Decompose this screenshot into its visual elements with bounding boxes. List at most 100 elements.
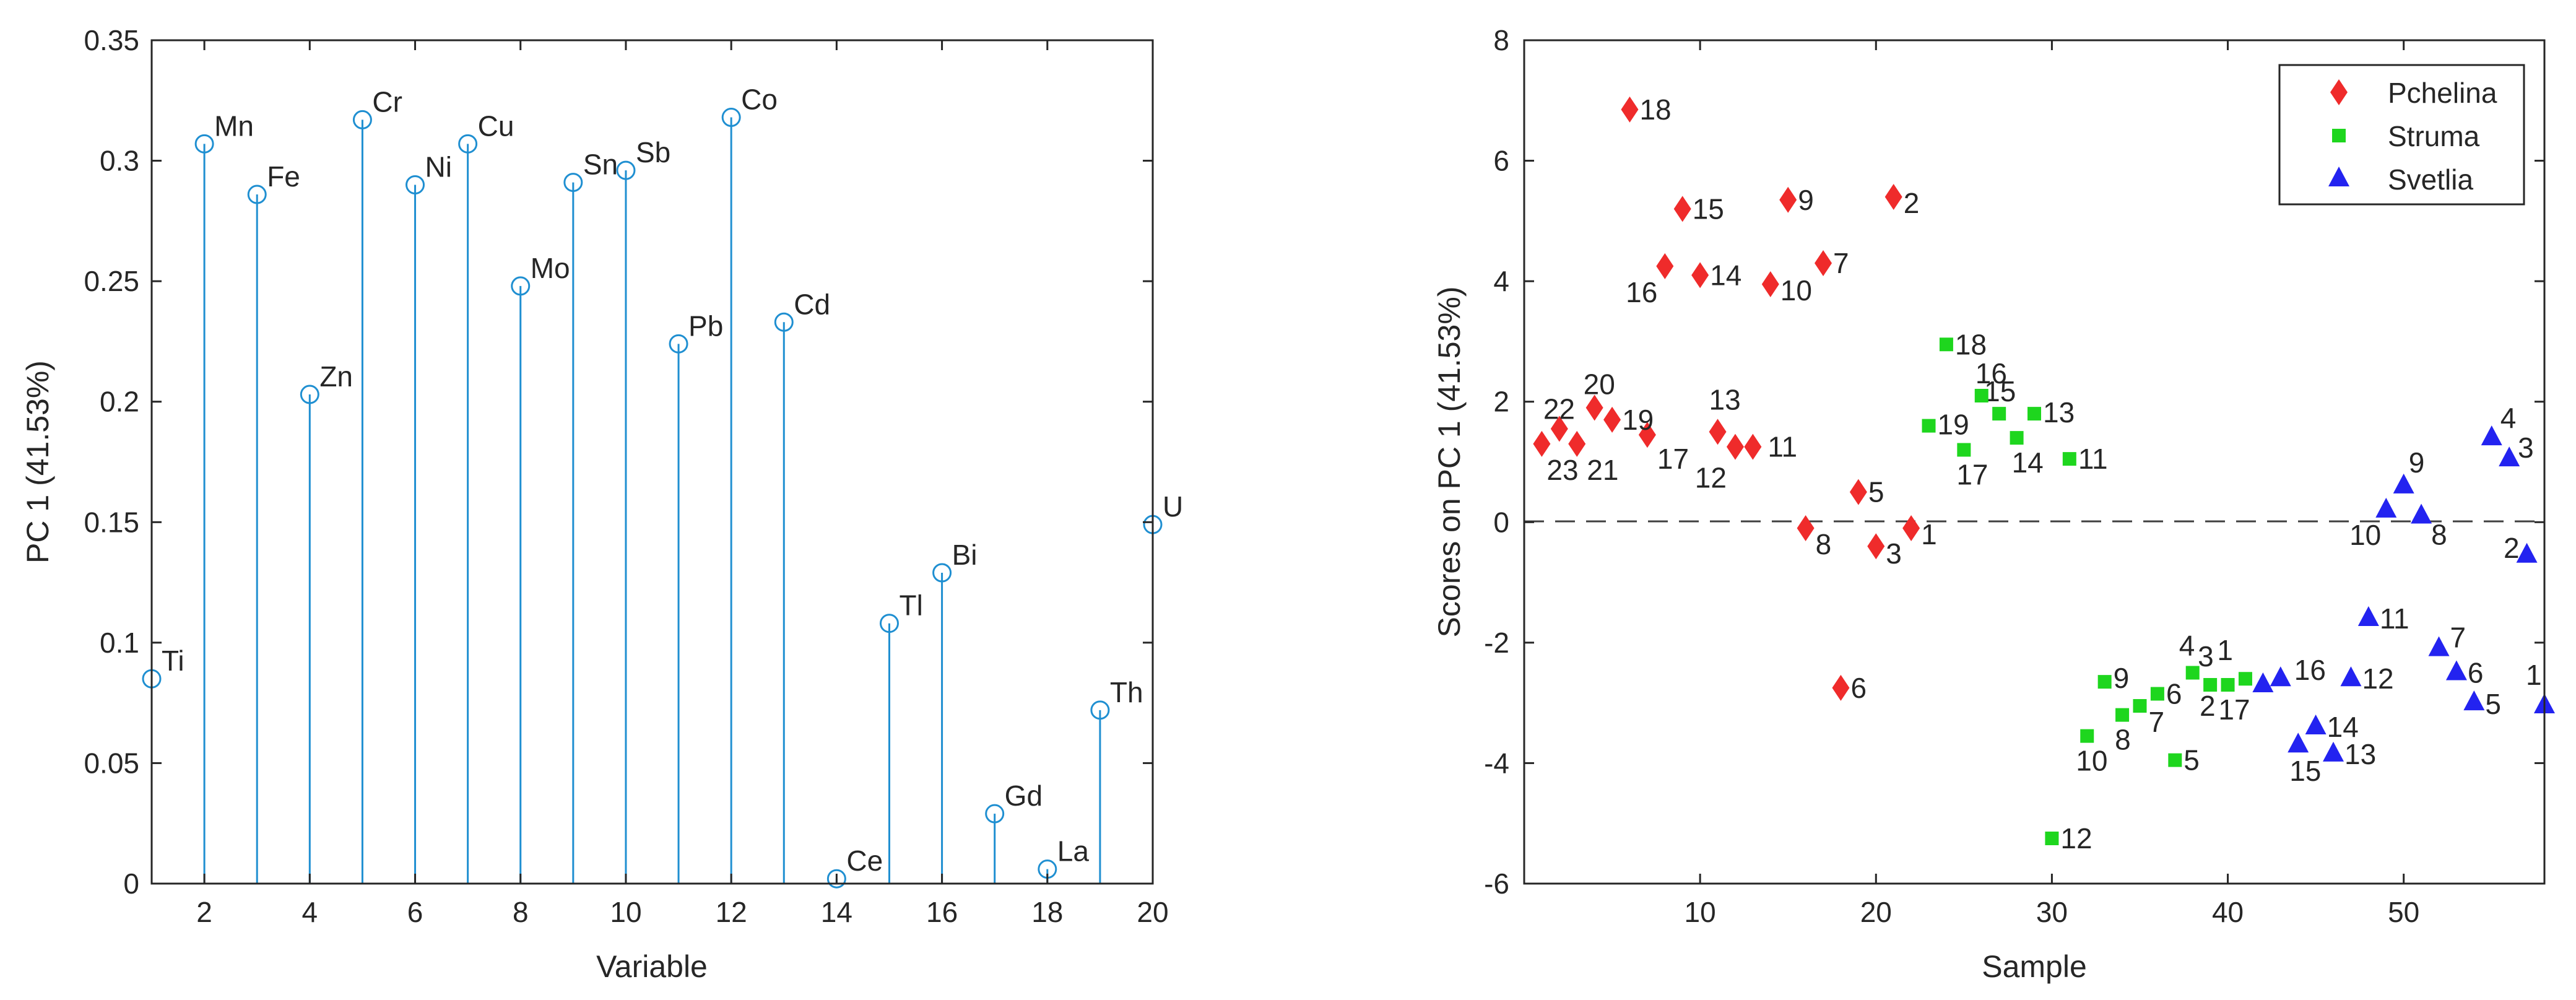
pchelina-marker <box>1744 433 1762 460</box>
y-tick-label: 0.1 <box>100 627 139 659</box>
x-tick-label: 4 <box>302 896 318 928</box>
y-tick-label: 0.2 <box>100 386 139 418</box>
y-axis-label: Scores on PC 1 (41.53%) <box>1432 287 1467 638</box>
sample-label: 12 <box>2362 663 2393 695</box>
sample-label: 2 <box>1904 187 1920 219</box>
pchelina-marker <box>1550 415 1568 442</box>
stem-marker <box>721 108 741 128</box>
sample-label: 8 <box>1816 528 1832 560</box>
legend-triangle-marker <box>2328 167 2349 186</box>
struma-marker <box>1974 388 1988 402</box>
x-tick-label: 2 <box>196 896 212 928</box>
sample-label: 7 <box>2148 706 2164 738</box>
x-tick-label: 10 <box>610 896 641 928</box>
x-tick-label: 50 <box>2388 896 2419 928</box>
stem-marker <box>511 276 531 296</box>
variable-label: Tl <box>899 589 922 622</box>
pchelina-marker <box>1832 674 1850 701</box>
variable-label: Pb <box>688 310 723 342</box>
stem-marker <box>985 804 1005 824</box>
sample-label: 10 <box>2076 745 2107 777</box>
sample-label: 20 <box>1584 368 1615 400</box>
sample-label: 8 <box>2115 724 2131 756</box>
sample-label: 16 <box>1975 357 2007 389</box>
variable-label: Bi <box>952 539 978 571</box>
svetlia-marker <box>2305 715 2327 735</box>
sample-label: 5 <box>2184 744 2200 776</box>
svetlia-marker <box>2481 425 2502 446</box>
struma-marker <box>2168 753 2182 767</box>
sample-label: 1 <box>2217 634 2233 666</box>
sample-label: 19 <box>1938 409 1969 441</box>
legend-label-svetlia: Svetlia <box>2388 163 2473 196</box>
variable-label: Co <box>741 84 778 116</box>
pchelina-marker <box>1779 186 1797 213</box>
struma-marker <box>2045 832 2059 846</box>
struma-marker <box>1939 337 1953 352</box>
pchelina-marker <box>1815 250 1832 276</box>
variable-label: Ni <box>425 150 452 183</box>
pchelina-marker <box>1621 96 1639 123</box>
x-tick-label: 6 <box>407 896 423 928</box>
pchelina-marker <box>1603 406 1621 433</box>
variable-label: Sn <box>583 149 618 181</box>
struma-marker <box>1992 407 2006 421</box>
pchelina-marker <box>1884 183 1902 210</box>
sample-label: 13 <box>1709 383 1741 415</box>
svetlia-marker <box>2357 606 2379 626</box>
svetlia-marker <box>2393 473 2414 493</box>
pchelina-marker <box>1673 196 1691 222</box>
sample-label: 17 <box>1657 443 1689 475</box>
stem-marker <box>774 312 794 332</box>
x-axis-label: Sample <box>1982 949 2087 984</box>
pchelina-marker <box>1656 253 1674 279</box>
sample-label: 7 <box>2450 622 2466 654</box>
pchelina-marker <box>1726 433 1744 460</box>
sample-label: 21 <box>1587 454 1618 486</box>
x-tick-label: 10 <box>1685 896 1716 928</box>
sample-label: 4 <box>2500 402 2517 434</box>
variable-label: Zn <box>319 360 353 393</box>
variable-label: Ce <box>846 845 883 877</box>
sample-label: 1 <box>2526 659 2542 691</box>
x-tick-label: 16 <box>926 896 958 928</box>
sample-label: 14 <box>2327 711 2359 743</box>
variable-label: Cd <box>794 288 830 320</box>
sample-label: 5 <box>2485 688 2501 720</box>
x-tick-label: 20 <box>1860 896 1892 928</box>
stem-marker <box>616 160 636 180</box>
y-tick-label: 0.35 <box>84 24 139 56</box>
pchelina-marker <box>1797 515 1815 542</box>
sample-label: 15 <box>1984 375 2016 407</box>
plot-frame <box>1523 39 2546 885</box>
stem-marker <box>826 869 846 889</box>
legend-square-marker <box>2332 129 2346 142</box>
y-tick-label: 0.15 <box>84 506 139 538</box>
sample-label: 5 <box>1868 476 1884 508</box>
x-tick-label: 20 <box>1137 896 1168 928</box>
y-tick-label: 0.05 <box>84 747 139 779</box>
sample-label: 12 <box>2060 822 2092 854</box>
pchelina-marker <box>1902 515 1920 542</box>
sample-label: 1 <box>1921 518 1937 550</box>
legend-label-struma: Struma <box>2388 120 2480 152</box>
sample-label: 19 <box>1622 404 1654 436</box>
x-tick-label: 30 <box>2036 896 2068 928</box>
sample-label: 14 <box>2012 446 2044 479</box>
x-tick-label: 18 <box>1031 896 1063 928</box>
struma-marker <box>2203 677 2218 692</box>
svetlia-marker <box>2516 542 2538 563</box>
svetlia-marker <box>2411 503 2432 524</box>
sample-label: 2 <box>2200 690 2216 722</box>
sample-label: 9 <box>2409 446 2425 479</box>
variable-label: Gd <box>1005 780 1043 812</box>
sample-label: 17 <box>2218 693 2250 726</box>
svetlia-marker <box>2428 636 2450 656</box>
sample-label: 6 <box>2468 657 2484 689</box>
struma-marker <box>2080 729 2094 743</box>
svetlia-marker <box>2375 497 2397 518</box>
sample-label: 3 <box>2518 432 2534 464</box>
variable-label: La <box>1057 835 1090 867</box>
pchelina-marker <box>1761 271 1779 298</box>
